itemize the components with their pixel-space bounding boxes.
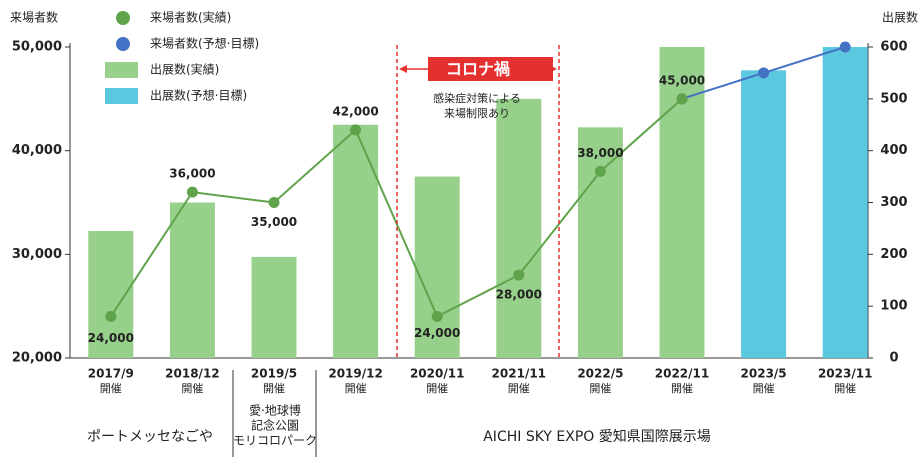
y2-tick-label: 500 [880,91,907,106]
data-label: 45,000 [659,73,705,87]
marker [839,41,851,53]
corona-box [428,57,553,81]
legend-swatch [105,88,138,104]
annotation-title: コロナ禍 [446,60,510,79]
y2-tick-label: 400 [880,143,907,158]
venue-label: 記念公園 [251,418,299,433]
legend-label: 出展数(予想·目標) [150,88,247,103]
y2-axis-label: 出展数 [882,10,918,25]
data-label: 42,000 [332,104,378,118]
x-tick-sublabel: 開催 [834,381,856,395]
y-tick-label: 50,000 [12,40,62,55]
data-label: 24,000 [414,326,460,340]
bar [822,47,868,358]
y-tick-label: 20,000 [12,351,62,366]
marker [186,186,198,198]
marker [594,165,606,177]
marker [513,269,525,281]
x-tick-label: 2023/11 [818,367,872,381]
x-tick-sublabel: 開催 [181,381,203,395]
y2-tick-label: 100 [880,299,907,314]
legend-label: 来場者数(予想·目標) [150,36,259,51]
marker [350,124,362,136]
bar [251,256,297,358]
x-tick-label: 2021/11 [492,367,546,381]
legend-label: 出展数(実績) [150,62,219,77]
x-tick-label: 2020/11 [410,367,464,381]
annotation-note: 来場制限あり [444,107,510,120]
y-tick-label: 30,000 [12,247,62,262]
legend-label: 来場者数(実績) [150,10,231,25]
y2-tick-label: 300 [880,195,907,210]
y2-tick-label: 600 [880,40,907,55]
data-label: 24,000 [88,331,134,345]
x-tick-sublabel: 開催 [263,381,285,395]
x-tick-label: 2022/5 [577,367,623,381]
marker [431,311,443,323]
x-tick-sublabel: 開催 [589,381,611,395]
x-tick-label: 2017/9 [88,367,134,381]
bar [333,124,379,358]
bar [741,70,787,358]
bar [496,98,542,358]
y2-tick-label: 0 [889,351,898,366]
data-label: 28,000 [496,288,542,302]
x-tick-sublabel: 開催 [345,381,367,395]
x-tick-sublabel: 開催 [671,381,693,395]
venue-label: AICHI SKY EXPO 愛知県国際展示場 [483,428,711,445]
x-tick-sublabel: 開催 [753,381,775,395]
marker [676,93,688,105]
legend-swatch [105,62,138,78]
bar [577,127,623,358]
x-tick-sublabel: 開催 [426,381,448,395]
legend-swatch [116,11,130,25]
venue-label: 愛·地球博 [249,403,301,418]
y-tick-label: 40,000 [12,143,62,158]
venue-label: モリコロパーク [233,434,317,448]
data-label: 38,000 [577,146,623,160]
bar [169,202,215,358]
x-tick-label: 2023/5 [741,367,787,381]
x-tick-sublabel: 開催 [100,381,122,395]
x-tick-label: 2018/12 [165,367,219,381]
marker [105,311,117,323]
marker [268,197,280,208]
bar [414,176,460,358]
annotation-note: 感染症対策による [433,91,521,105]
data-label: 35,000 [251,215,297,229]
legend-swatch [116,37,130,51]
marker [758,67,770,79]
data-label: 36,000 [169,167,215,181]
x-tick-label: 2019/12 [328,367,382,381]
x-tick-label: 2019/5 [251,367,297,381]
y2-tick-label: 200 [880,247,907,262]
venue-label: ポートメッセなごや [87,429,213,445]
x-tick-sublabel: 開催 [508,381,530,395]
y-axis-label: 来場者数 [10,10,58,25]
x-tick-label: 2022/11 [655,367,709,381]
